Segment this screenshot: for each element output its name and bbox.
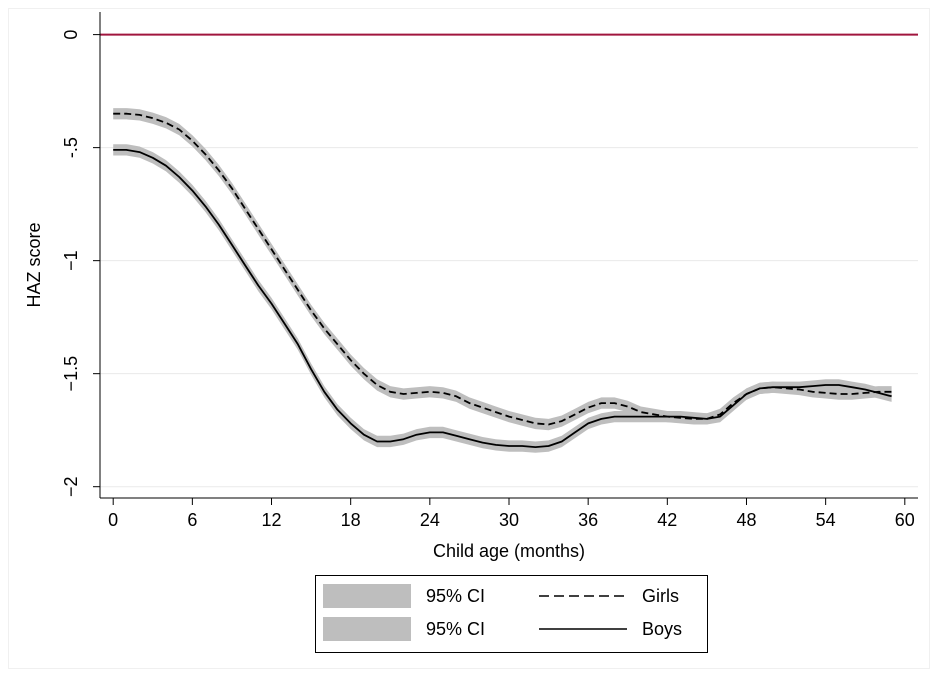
x-tick-label-7: 42 xyxy=(657,510,677,530)
legend: 95% CI Girls 95% CI Boys xyxy=(315,575,708,653)
x-tick-label-5: 30 xyxy=(499,510,519,530)
chart-outer-border xyxy=(8,8,930,669)
y-tick-label-3: −1.5 xyxy=(61,356,81,392)
legend-key-band-2 xyxy=(323,617,411,641)
x-tick-label-1: 6 xyxy=(187,510,197,530)
x-tick-label-3: 18 xyxy=(341,510,361,530)
x-tick-label-4: 24 xyxy=(420,510,440,530)
y-tick-label-2: −1 xyxy=(61,250,81,271)
legend-label-3: Boys xyxy=(642,619,682,639)
x-tick-label-8: 48 xyxy=(736,510,756,530)
series-line-boys xyxy=(113,148,892,449)
x-tick-label-2: 12 xyxy=(262,510,282,530)
series-lines xyxy=(113,112,892,449)
ci-band-girls xyxy=(113,108,892,431)
legend-key-band-0 xyxy=(323,584,411,608)
series-line-girls xyxy=(113,112,892,426)
x-tick-label-9: 54 xyxy=(816,510,836,530)
grid-lines xyxy=(100,147,918,488)
legend-label-0: 95% CI xyxy=(426,586,485,606)
x-tick-label-0: 0 xyxy=(108,510,118,530)
y-tick-label-0: 0 xyxy=(61,30,81,40)
x-tick-label-10: 60 xyxy=(895,510,915,530)
x-tick-label-6: 36 xyxy=(578,510,598,530)
y-axis-label: HAZ score xyxy=(24,222,44,307)
axes: 0 6 12 18 24 30 36 42 48 54 60 0 -.5 −1 −1.5 −2 xyxy=(61,12,918,530)
y-tick-label-1: -.5 xyxy=(61,137,81,158)
y-tick-label-4: −2 xyxy=(61,476,81,497)
legend-label-2: 95% CI xyxy=(426,619,485,639)
x-axis-label: Child age (months) xyxy=(433,541,585,561)
legend-label-1: Girls xyxy=(642,586,679,606)
